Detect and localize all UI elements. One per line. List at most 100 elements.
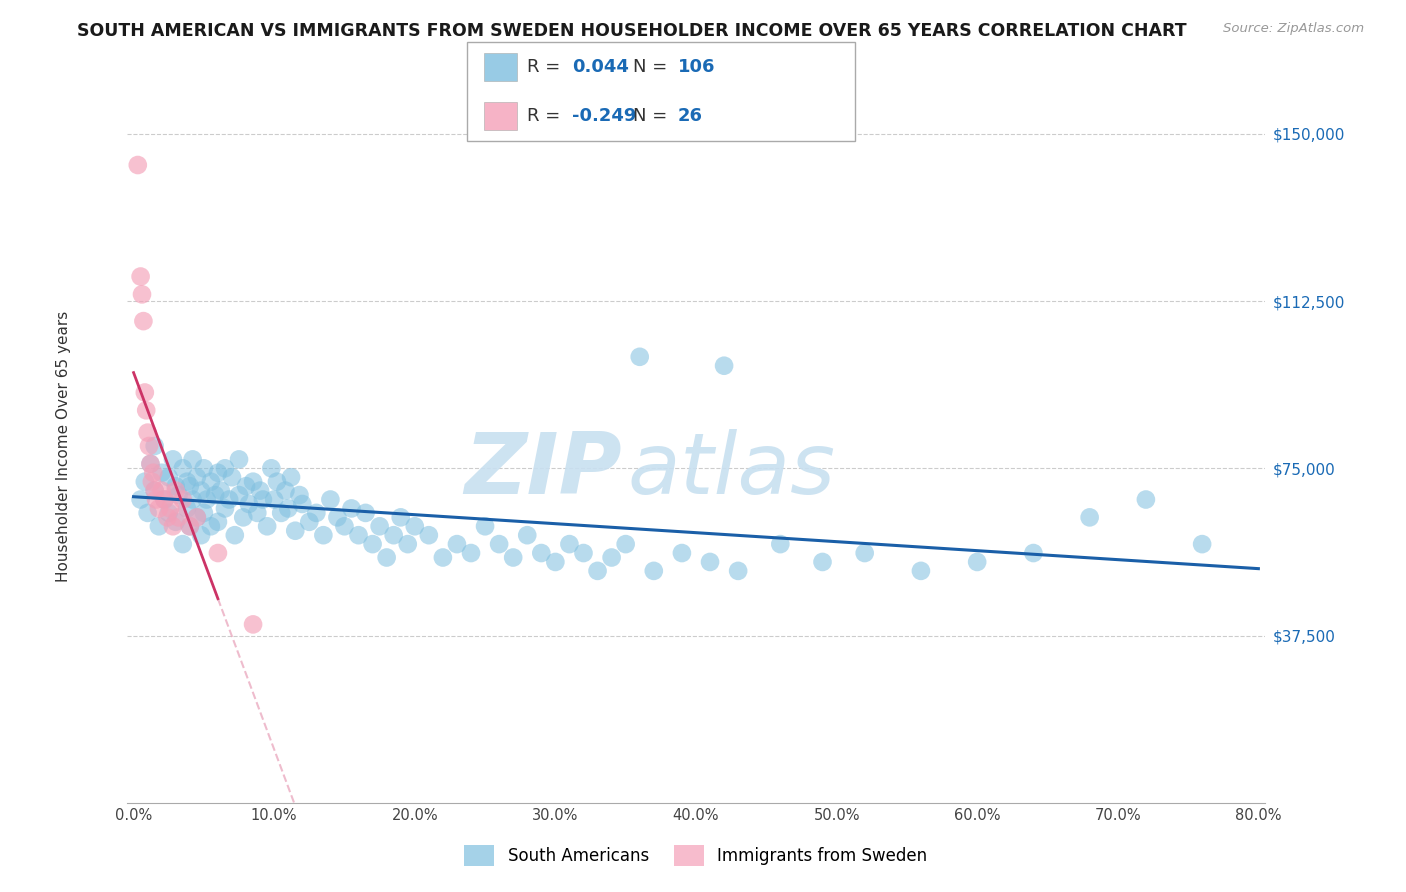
Point xyxy=(200,519,222,533)
Point xyxy=(713,359,735,373)
Point xyxy=(165,483,187,498)
Point xyxy=(502,550,524,565)
Point xyxy=(179,479,201,493)
Text: N =: N = xyxy=(633,58,672,76)
Point xyxy=(333,519,356,533)
Text: ZIP: ZIP xyxy=(464,429,621,512)
Point xyxy=(643,564,665,578)
Point xyxy=(167,488,190,502)
Point xyxy=(162,452,184,467)
Point xyxy=(204,488,226,502)
Point xyxy=(159,501,181,516)
Point xyxy=(143,439,166,453)
Point xyxy=(207,466,229,480)
Point xyxy=(200,475,222,489)
Point xyxy=(136,506,159,520)
Text: -0.249: -0.249 xyxy=(572,107,637,125)
Point xyxy=(910,564,932,578)
Point xyxy=(153,492,176,507)
Point xyxy=(1191,537,1213,551)
Point xyxy=(1135,492,1157,507)
Point xyxy=(232,510,254,524)
Point xyxy=(179,519,201,533)
Point xyxy=(143,483,166,498)
Point xyxy=(811,555,834,569)
Point xyxy=(628,350,651,364)
Point xyxy=(288,488,311,502)
Point xyxy=(354,506,377,520)
Point xyxy=(277,501,299,516)
Point xyxy=(572,546,595,560)
Point xyxy=(141,475,163,489)
Point xyxy=(614,537,637,551)
Point xyxy=(214,461,236,475)
Point xyxy=(389,510,412,524)
Point xyxy=(966,555,988,569)
Point xyxy=(727,564,749,578)
Point xyxy=(361,537,384,551)
Point xyxy=(172,492,194,507)
Point xyxy=(167,510,190,524)
Point xyxy=(256,519,278,533)
Point xyxy=(516,528,538,542)
Point xyxy=(228,488,250,502)
Point xyxy=(150,483,173,498)
Point xyxy=(181,452,204,467)
Text: 26: 26 xyxy=(678,107,703,125)
Point xyxy=(181,492,204,507)
Text: Householder Income Over 65 years: Householder Income Over 65 years xyxy=(56,310,70,582)
Point xyxy=(305,506,328,520)
Point xyxy=(326,510,349,524)
Point xyxy=(446,537,468,551)
Point xyxy=(134,385,156,400)
Point xyxy=(143,483,166,498)
Point xyxy=(193,506,215,520)
Legend: South Americans, Immigrants from Sweden: South Americans, Immigrants from Sweden xyxy=(456,837,936,874)
Point xyxy=(190,528,212,542)
Text: 0.044: 0.044 xyxy=(572,58,628,76)
Point xyxy=(671,546,693,560)
Point xyxy=(347,528,370,542)
Text: atlas: atlas xyxy=(627,429,835,512)
Point xyxy=(127,158,149,172)
Point xyxy=(260,461,283,475)
Text: Source: ZipAtlas.com: Source: ZipAtlas.com xyxy=(1223,22,1364,36)
Point xyxy=(252,492,274,507)
Point xyxy=(176,501,198,516)
Point xyxy=(266,475,288,489)
Point xyxy=(853,546,876,560)
Point xyxy=(131,287,153,301)
Point xyxy=(284,524,307,538)
Point xyxy=(382,528,405,542)
Point xyxy=(172,537,194,551)
Point xyxy=(207,515,229,529)
Point xyxy=(134,475,156,489)
Text: R =: R = xyxy=(527,107,567,125)
Point xyxy=(432,550,454,565)
Point xyxy=(186,510,208,524)
Point xyxy=(218,492,240,507)
Point xyxy=(142,466,165,480)
Point xyxy=(488,537,510,551)
Point xyxy=(769,537,792,551)
Point xyxy=(162,519,184,533)
Point xyxy=(179,519,201,533)
Point xyxy=(280,470,302,484)
Point xyxy=(460,546,482,560)
Point xyxy=(228,452,250,467)
Point xyxy=(418,528,440,542)
Point xyxy=(238,497,260,511)
Text: 106: 106 xyxy=(678,58,716,76)
Point xyxy=(190,483,212,498)
Text: N =: N = xyxy=(633,107,672,125)
Point xyxy=(193,461,215,475)
Point xyxy=(195,492,218,507)
Point xyxy=(221,470,243,484)
Point xyxy=(209,483,232,498)
Point xyxy=(165,479,187,493)
Point xyxy=(396,537,419,551)
Point xyxy=(135,403,157,417)
Point xyxy=(214,501,236,516)
Point xyxy=(138,439,160,453)
Point xyxy=(530,546,553,560)
